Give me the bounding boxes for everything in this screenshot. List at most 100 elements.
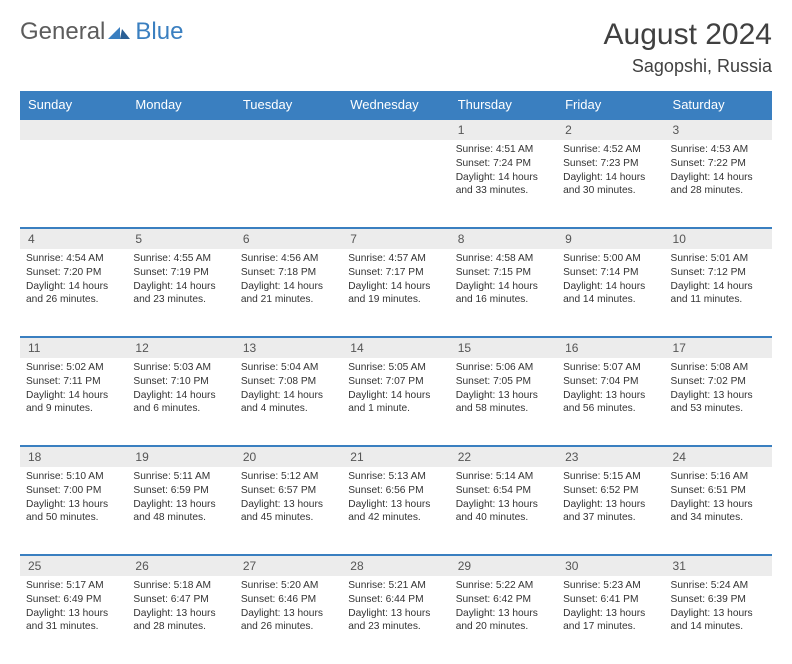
brand-word-blue: Blue	[135, 18, 183, 46]
day-data-cell: Sunrise: 5:02 AMSunset: 7:11 PMDaylight:…	[20, 358, 127, 446]
daylight-line: Daylight: 13 hours and 17 minutes.	[563, 607, 658, 635]
sunrise-line: Sunrise: 5:23 AM	[563, 579, 658, 593]
day-data-cell: Sunrise: 4:55 AMSunset: 7:19 PMDaylight:…	[127, 249, 234, 337]
sunrise-line: Sunrise: 4:54 AM	[26, 252, 121, 266]
daylight-line: Daylight: 14 hours and 6 minutes.	[133, 389, 228, 417]
day-data-cell: Sunrise: 5:01 AMSunset: 7:12 PMDaylight:…	[665, 249, 772, 337]
month-title: August 2024	[604, 18, 772, 52]
sunrise-line: Sunrise: 5:07 AM	[563, 361, 658, 375]
day-details: Sunrise: 5:04 AMSunset: 7:08 PMDaylight:…	[235, 358, 342, 422]
sunrise-line: Sunrise: 5:20 AM	[241, 579, 336, 593]
day-data-cell: Sunrise: 5:10 AMSunset: 7:00 PMDaylight:…	[20, 467, 127, 555]
sunset-line: Sunset: 6:56 PM	[348, 484, 443, 498]
sunset-line: Sunset: 6:59 PM	[133, 484, 228, 498]
day-number-cell: 26	[127, 555, 234, 576]
day-details: Sunrise: 5:03 AMSunset: 7:10 PMDaylight:…	[127, 358, 234, 422]
day-number-cell: 5	[127, 228, 234, 249]
day-data-cell: Sunrise: 4:58 AMSunset: 7:15 PMDaylight:…	[450, 249, 557, 337]
day-number-cell: 25	[20, 555, 127, 576]
daylight-line: Daylight: 13 hours and 45 minutes.	[241, 498, 336, 526]
day-details: Sunrise: 5:15 AMSunset: 6:52 PMDaylight:…	[557, 467, 664, 531]
day-details: Sunrise: 5:17 AMSunset: 6:49 PMDaylight:…	[20, 576, 127, 640]
day-data-cell: Sunrise: 5:07 AMSunset: 7:04 PMDaylight:…	[557, 358, 664, 446]
sunrise-line: Sunrise: 5:08 AM	[671, 361, 766, 375]
day-details: Sunrise: 5:06 AMSunset: 7:05 PMDaylight:…	[450, 358, 557, 422]
day-details: Sunrise: 4:56 AMSunset: 7:18 PMDaylight:…	[235, 249, 342, 313]
day-details: Sunrise: 5:13 AMSunset: 6:56 PMDaylight:…	[342, 467, 449, 531]
day-data-cell: Sunrise: 5:15 AMSunset: 6:52 PMDaylight:…	[557, 467, 664, 555]
day-number-cell: 23	[557, 446, 664, 467]
day-number-cell: 31	[665, 555, 772, 576]
daylight-line: Daylight: 13 hours and 20 minutes.	[456, 607, 551, 635]
daylight-line: Daylight: 14 hours and 16 minutes.	[456, 280, 551, 308]
calendar-table: SundayMondayTuesdayWednesdayThursdayFrid…	[20, 91, 772, 664]
location-subtitle: Sagopshi, Russia	[604, 56, 772, 77]
day-number-cell: 8	[450, 228, 557, 249]
sunset-line: Sunset: 7:20 PM	[26, 266, 121, 280]
sunrise-line: Sunrise: 5:14 AM	[456, 470, 551, 484]
day-data-cell: Sunrise: 5:08 AMSunset: 7:02 PMDaylight:…	[665, 358, 772, 446]
day-data-cell: Sunrise: 4:51 AMSunset: 7:24 PMDaylight:…	[450, 140, 557, 228]
sunset-line: Sunset: 6:52 PM	[563, 484, 658, 498]
sunset-line: Sunset: 7:14 PM	[563, 266, 658, 280]
sunrise-line: Sunrise: 4:52 AM	[563, 143, 658, 157]
day-details: Sunrise: 5:12 AMSunset: 6:57 PMDaylight:…	[235, 467, 342, 531]
day-data-cell: Sunrise: 4:57 AMSunset: 7:17 PMDaylight:…	[342, 249, 449, 337]
day-data-cell	[127, 140, 234, 228]
day-number-cell: 27	[235, 555, 342, 576]
sunrise-line: Sunrise: 5:04 AM	[241, 361, 336, 375]
sunset-line: Sunset: 7:17 PM	[348, 266, 443, 280]
day-details: Sunrise: 4:54 AMSunset: 7:20 PMDaylight:…	[20, 249, 127, 313]
daylight-line: Daylight: 14 hours and 4 minutes.	[241, 389, 336, 417]
day-details: Sunrise: 4:53 AMSunset: 7:22 PMDaylight:…	[665, 140, 772, 204]
sunrise-line: Sunrise: 5:13 AM	[348, 470, 443, 484]
day-details: Sunrise: 5:24 AMSunset: 6:39 PMDaylight:…	[665, 576, 772, 640]
day-details: Sunrise: 5:02 AMSunset: 7:11 PMDaylight:…	[20, 358, 127, 422]
sunset-line: Sunset: 6:41 PM	[563, 593, 658, 607]
day-number-cell: 7	[342, 228, 449, 249]
weekday-header: Friday	[557, 91, 664, 119]
day-data-cell: Sunrise: 5:14 AMSunset: 6:54 PMDaylight:…	[450, 467, 557, 555]
sunrise-line: Sunrise: 4:57 AM	[348, 252, 443, 266]
sunset-line: Sunset: 6:39 PM	[671, 593, 766, 607]
sunrise-line: Sunrise: 4:51 AM	[456, 143, 551, 157]
daylight-line: Daylight: 13 hours and 40 minutes.	[456, 498, 551, 526]
weekday-header: Tuesday	[235, 91, 342, 119]
day-details: Sunrise: 5:21 AMSunset: 6:44 PMDaylight:…	[342, 576, 449, 640]
sunset-line: Sunset: 6:57 PM	[241, 484, 336, 498]
sunrise-line: Sunrise: 5:05 AM	[348, 361, 443, 375]
day-data-cell: Sunrise: 5:06 AMSunset: 7:05 PMDaylight:…	[450, 358, 557, 446]
day-data-cell: Sunrise: 5:00 AMSunset: 7:14 PMDaylight:…	[557, 249, 664, 337]
weekday-header: Thursday	[450, 91, 557, 119]
day-number-cell: 10	[665, 228, 772, 249]
sunrise-line: Sunrise: 5:11 AM	[133, 470, 228, 484]
sunrise-line: Sunrise: 5:16 AM	[671, 470, 766, 484]
daylight-line: Daylight: 14 hours and 33 minutes.	[456, 171, 551, 199]
day-data-cell: Sunrise: 4:56 AMSunset: 7:18 PMDaylight:…	[235, 249, 342, 337]
sunrise-line: Sunrise: 4:53 AM	[671, 143, 766, 157]
day-number-cell: 2	[557, 119, 664, 140]
day-number-cell	[235, 119, 342, 140]
day-number-cell: 21	[342, 446, 449, 467]
daylight-line: Daylight: 14 hours and 28 minutes.	[671, 171, 766, 199]
daylight-line: Daylight: 13 hours and 42 minutes.	[348, 498, 443, 526]
sunrise-line: Sunrise: 4:58 AM	[456, 252, 551, 266]
sunset-line: Sunset: 7:10 PM	[133, 375, 228, 389]
sunrise-line: Sunrise: 5:18 AM	[133, 579, 228, 593]
brand-word-general: General	[20, 18, 105, 46]
day-number-cell: 1	[450, 119, 557, 140]
day-data-cell: Sunrise: 5:11 AMSunset: 6:59 PMDaylight:…	[127, 467, 234, 555]
day-data-cell: Sunrise: 5:17 AMSunset: 6:49 PMDaylight:…	[20, 576, 127, 664]
page-header: General Blue August 2024 Sagopshi, Russi…	[20, 18, 772, 77]
day-number-cell: 24	[665, 446, 772, 467]
day-data-cell: Sunrise: 5:04 AMSunset: 7:08 PMDaylight:…	[235, 358, 342, 446]
weekday-header: Saturday	[665, 91, 772, 119]
daylight-line: Daylight: 14 hours and 19 minutes.	[348, 280, 443, 308]
sunset-line: Sunset: 7:11 PM	[26, 375, 121, 389]
daylight-line: Daylight: 13 hours and 53 minutes.	[671, 389, 766, 417]
day-number-cell: 4	[20, 228, 127, 249]
sunrise-line: Sunrise: 5:17 AM	[26, 579, 121, 593]
sunset-line: Sunset: 6:42 PM	[456, 593, 551, 607]
daylight-line: Daylight: 14 hours and 11 minutes.	[671, 280, 766, 308]
day-data-cell: Sunrise: 5:16 AMSunset: 6:51 PMDaylight:…	[665, 467, 772, 555]
